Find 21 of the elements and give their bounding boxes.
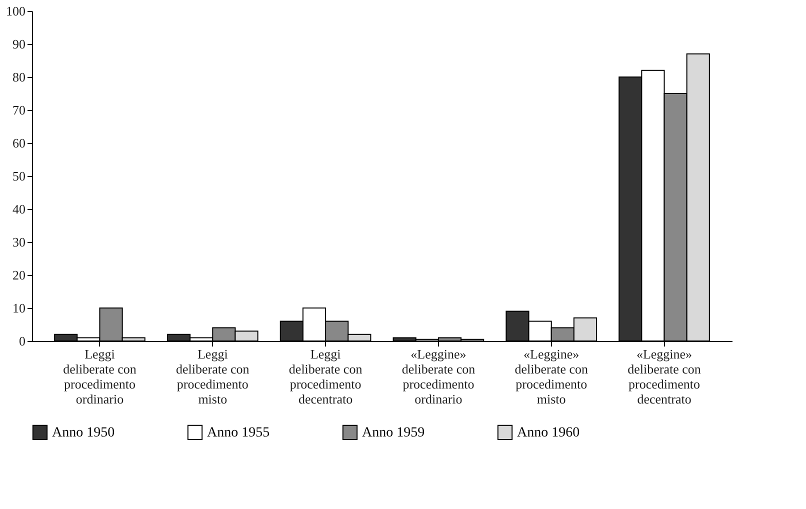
legend-label: Anno 1950 <box>52 425 115 440</box>
y-tick-label: 80 <box>12 70 26 84</box>
x-tick-label: Leggi deliberate con procedimento misto <box>176 346 250 406</box>
y-tick-label: 60 <box>12 136 26 150</box>
y-tick-label: 40 <box>12 202 26 216</box>
y-tick-label: 10 <box>12 300 26 316</box>
x-tick-label: «Leggine» deliberate con procedimento misto <box>514 346 588 406</box>
y-tick-label: 100 <box>6 4 26 18</box>
y-tick-label: 20 <box>12 268 26 282</box>
y-tick-label: 90 <box>12 36 26 52</box>
y-tick-label: 70 <box>12 102 26 118</box>
x-tick-label: «Leggine» deliberate con procedimento decentrato <box>628 346 702 406</box>
y-tick-label: 50 <box>12 168 26 184</box>
legend-label: Anno 1960 <box>517 425 580 440</box>
y-tick-label: 0 <box>19 334 26 348</box>
x-tick-label: «Leggine» deliberate con procedimento ordinario <box>402 346 476 406</box>
x-tick-label: Leggi deliberate con procedimento ordinario <box>63 346 137 406</box>
legend-label: Anno 1955 <box>207 425 270 440</box>
y-tick-label: 30 <box>12 234 26 250</box>
legend-label: Anno 1959 <box>362 425 425 440</box>
x-tick-label: Leggi deliberate con procedimento decentrato <box>288 346 363 406</box>
